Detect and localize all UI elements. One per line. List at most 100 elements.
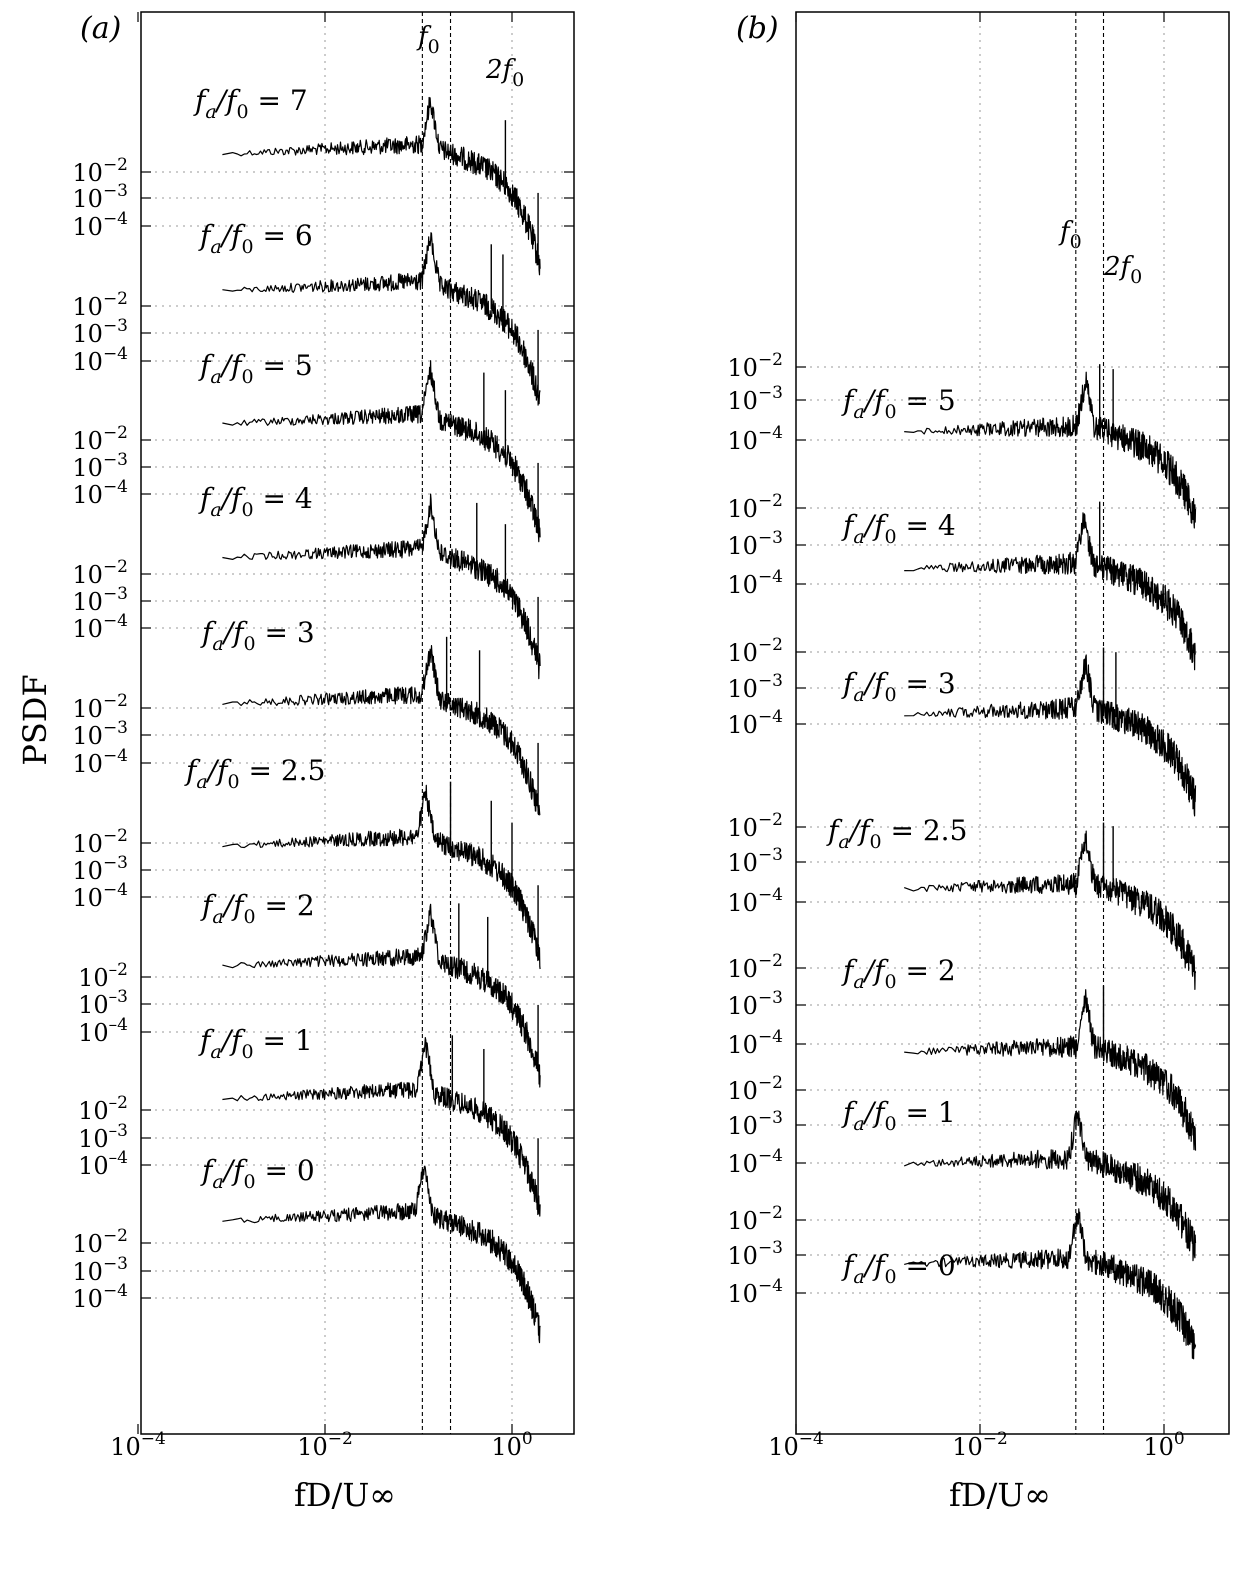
y-tick-label: 10−3 [727,671,783,703]
panel-a-reference-lines: f0 2f0 [416,12,524,1434]
y-tick-label: 10−2 [727,810,783,842]
y-tick-label: 10−4 [727,885,783,917]
psd-trace [222,903,541,1088]
y-tick-label: 10−4 [72,1281,128,1313]
series-label: fa/f0 = 2.5 [184,754,325,793]
psd-trace [904,371,1197,529]
y-tick-label: 10–2 [78,960,128,992]
y-tick-label: 10−4 [72,209,128,241]
psd-trace [222,96,541,276]
psd-trace [222,493,541,680]
panel-a-x-axis-title: fD/U∞ [294,1476,396,1514]
series-label: fa/f0 = 2 [841,954,956,993]
psd-trace [222,784,541,970]
series-label: fa/f0 = 4 [841,509,956,548]
x-tick-label: 10−2 [297,1429,353,1461]
reference-line-label: 2f0 [485,55,524,91]
psd-trace [904,1208,1197,1360]
panel-b-grid [796,12,1229,1434]
y-tick-label: 10−4 [727,423,783,455]
y-tick-label: 10−2 [727,350,783,382]
panel-a-grid [141,12,574,1434]
series-label: fa/f0 = 2 [200,889,315,928]
psd-trace [222,644,541,816]
panel-b-x-axis-title: fD/U∞ [949,1476,1051,1514]
y-tick-label: 10–4 [78,1148,128,1180]
reference-line-label: f0 [416,22,440,58]
series-label: fa/f0 = 0 [841,1249,956,1288]
y-tick-label: 10−3 [72,584,128,616]
panel-b-frame [795,11,1230,1435]
y-tick-label: 10−2 [72,289,128,321]
y-tick-label: 10−3 [727,845,783,877]
series-label: fa/f0 = 1 [198,1024,313,1063]
y-tick-label: 10−4 [727,567,783,599]
panel-a-frame [140,11,575,1435]
y-tick-label: 10−3 [727,1108,783,1140]
series-label: fa/f0 = 1 [841,1096,956,1135]
x-tick-label: 10−4 [768,1429,824,1461]
y-tick-label: 10−2 [72,557,128,589]
reference-line-label: 2f0 [1103,252,1142,288]
psd-trace [222,360,541,543]
psd-trace [903,1110,1197,1262]
series-label: fa/f0 = 4 [198,482,313,521]
y-tick-label: 10−2 [72,155,128,187]
y-tick-label: 10–4 [78,1015,128,1047]
panel-b-labels: 10−210−310−410−210−310−410−210−310−410−2… [727,350,967,1308]
series-label: fa/f0 = 5 [841,384,956,423]
y-tick-label: 10−3 [727,1238,783,1270]
y-tick-label: 10–2 [78,1093,128,1125]
y-tick-label: 10−3 [727,988,783,1020]
reference-line-label: f0 [1058,217,1082,253]
x-tick-label: 100 [491,1429,532,1461]
panel-a-x-ticks: 10−4 10−2 100 [110,12,533,1461]
y-tick-label: 10−4 [72,880,128,912]
x-tick-label: 10−2 [952,1429,1008,1461]
y-tick-label: 10−2 [727,951,783,983]
panel-b-x-ticks: 10−4 10−2 100 [768,12,1185,1461]
panel-a-traces [222,96,541,1344]
y-tick-label: 10−3 [72,853,128,885]
y-tick-label: 10−3 [72,718,128,750]
y-tick-label: 10−4 [72,477,128,509]
y-tick-label: 10−2 [72,423,128,455]
y-tick-label: 10−4 [72,746,128,778]
y-tick-label: 10−4 [72,344,128,376]
psd-trace [222,1165,541,1344]
x-tick-label: 10−4 [110,1429,166,1461]
y-axis-title: PSDF [16,674,54,765]
y-tick-label: 10−4 [727,1027,783,1059]
y-tick-label: 10−4 [727,1146,783,1178]
y-tick-label: 10−2 [727,635,783,667]
series-label: fa/f0 = 5 [198,349,313,388]
panel-b-traces [903,364,1197,1360]
series-label: fa/f0 = 6 [198,219,313,258]
y-tick-label: 10−2 [72,1226,128,1258]
series-label: fa/f0 = 2.5 [826,814,967,853]
panel-a-labels: 10−210−310−410−210−310−410−210−310−410−2… [72,84,325,1313]
y-tick-label: 10−3 [72,181,128,213]
x-tick-label: 100 [1143,1429,1184,1461]
panel-b-label: (b) [736,11,779,46]
y-tick-label: 10−3 [727,383,783,415]
y-tick-label: 10−2 [72,691,128,723]
series-label: fa/f0 = 0 [200,1154,315,1193]
psd-trace [904,512,1196,671]
y-tick-label: 10−4 [727,1276,783,1308]
y-tick-label: 10−2 [727,1203,783,1235]
y-tick-label: 10−3 [727,528,783,560]
series-label: fa/f0 = 7 [193,84,308,123]
series-label: fa/f0 = 3 [841,667,956,706]
psd-trace [222,1036,541,1217]
series-label: fa/f0 = 3 [200,616,315,655]
y-tick-label: 10−3 [72,316,128,348]
y-tick-label: 10−4 [727,707,783,739]
y-tick-label: 10−3 [72,450,128,482]
y-tick-label: 10−2 [727,491,783,523]
y-tick-label: 10−3 [72,1254,128,1286]
psd-trace [222,232,541,406]
